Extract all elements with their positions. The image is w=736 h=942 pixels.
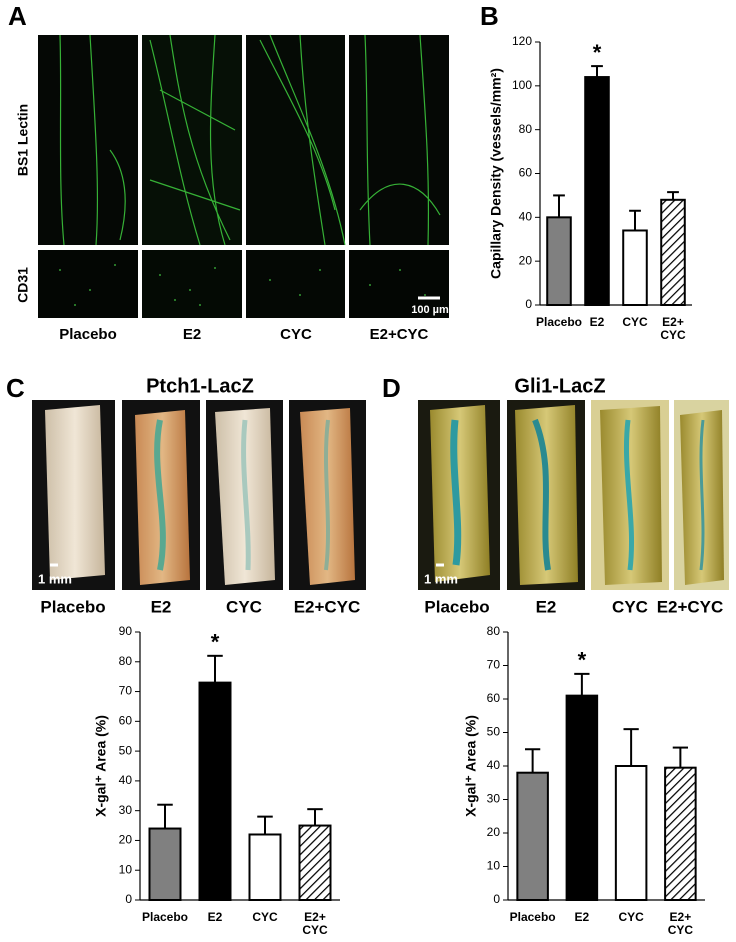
x-tick-label: CYC bbox=[622, 315, 648, 329]
bar bbox=[148, 827, 182, 901]
y-tick-label: 20 bbox=[519, 253, 533, 267]
y-tick-label: 80 bbox=[487, 624, 501, 638]
column-label: E2 bbox=[183, 326, 201, 343]
y-tick-label: 50 bbox=[119, 743, 133, 757]
x-tick-label: E2 bbox=[590, 315, 605, 329]
column-label: Placebo bbox=[424, 597, 489, 616]
y-tick-label: 60 bbox=[487, 691, 501, 705]
y-tick-label: 60 bbox=[119, 714, 133, 728]
bar bbox=[198, 681, 232, 901]
panel-label: A bbox=[8, 1, 27, 31]
x-tick-label: Placebo bbox=[536, 315, 582, 329]
y-tick-label: 10 bbox=[487, 859, 501, 873]
column-label: E2+CYC bbox=[294, 597, 361, 616]
y-tick-label: 40 bbox=[487, 758, 501, 772]
y-tick-label: 10 bbox=[119, 862, 133, 876]
row-label: BS1 Lectin bbox=[15, 104, 31, 176]
significance-marker: * bbox=[593, 40, 602, 65]
y-tick-label: 40 bbox=[119, 773, 133, 787]
bar bbox=[622, 229, 648, 307]
x-tick-label: E2 bbox=[575, 910, 590, 924]
y-axis-label: Capillary Density (vessels/mm²) bbox=[488, 68, 504, 279]
bar bbox=[298, 824, 332, 901]
x-tick-label: E2+ CYC bbox=[660, 315, 686, 342]
panel-a-images bbox=[38, 34, 449, 318]
bar bbox=[614, 765, 648, 901]
x-tick-label: E2+ CYC bbox=[668, 910, 694, 937]
y-tick-label: 100 bbox=[512, 78, 532, 92]
significance-marker: * bbox=[578, 648, 587, 673]
y-tick-label: 0 bbox=[525, 297, 532, 311]
panel-label: C bbox=[6, 373, 25, 403]
column-label: E2 bbox=[151, 597, 172, 616]
x-tick-label: Placebo bbox=[142, 910, 188, 924]
panel-label: B bbox=[480, 1, 499, 31]
panel-title: Gli1-LacZ bbox=[514, 375, 605, 397]
row-label: CD31 bbox=[15, 267, 31, 303]
scale-bar-label: 1 mm bbox=[424, 571, 458, 586]
bar bbox=[660, 198, 686, 306]
y-tick-label: 80 bbox=[519, 122, 533, 136]
panel-d-images bbox=[418, 400, 729, 590]
y-tick-label: 60 bbox=[519, 166, 533, 180]
column-label: CYC bbox=[226, 597, 262, 616]
y-tick-label: 0 bbox=[125, 892, 132, 906]
scale-bar-label: 100 µm bbox=[411, 304, 449, 316]
x-tick-label: E2 bbox=[208, 910, 223, 924]
bar bbox=[565, 694, 599, 902]
x-tick-label: E2+ CYC bbox=[302, 910, 328, 937]
y-tick-label: 30 bbox=[487, 792, 501, 806]
bar bbox=[664, 766, 697, 901]
bar bbox=[516, 771, 549, 902]
column-label: Placebo bbox=[59, 326, 117, 343]
bar bbox=[248, 833, 282, 901]
column-label: CYC bbox=[612, 597, 648, 616]
y-tick-label: 80 bbox=[119, 654, 133, 668]
y-tick-label: 20 bbox=[487, 825, 501, 839]
x-tick-label: CYC bbox=[618, 910, 644, 924]
panel-c-images bbox=[32, 400, 366, 590]
panel-label: D bbox=[382, 373, 401, 403]
x-tick-label: CYC bbox=[252, 910, 278, 924]
y-tick-label: 70 bbox=[119, 684, 133, 698]
panel-title: Ptch1-LacZ bbox=[146, 375, 254, 397]
y-tick-label: 0 bbox=[493, 892, 500, 906]
column-label: Placebo bbox=[40, 597, 105, 616]
column-label: CYC bbox=[280, 326, 312, 343]
significance-marker: * bbox=[211, 630, 220, 655]
x-tick-label: Placebo bbox=[510, 910, 556, 924]
y-tick-label: 40 bbox=[519, 210, 533, 224]
y-tick-label: 50 bbox=[487, 725, 501, 739]
bar bbox=[584, 76, 610, 306]
column-label: E2+CYC bbox=[370, 326, 429, 343]
y-tick-label: 90 bbox=[119, 624, 133, 638]
bar bbox=[546, 216, 572, 306]
y-axis-label: X-gal⁺ Area (%) bbox=[93, 715, 109, 817]
y-tick-label: 30 bbox=[119, 803, 133, 817]
column-label: E2 bbox=[536, 597, 557, 616]
scale-bar-label: 1 mm bbox=[38, 571, 72, 586]
y-axis-label: X-gal⁺ Area (%) bbox=[463, 715, 479, 817]
y-tick-label: 120 bbox=[512, 34, 532, 48]
y-tick-label: 70 bbox=[487, 658, 501, 672]
y-tick-label: 20 bbox=[119, 833, 133, 847]
column-label: E2+CYC bbox=[657, 597, 724, 616]
